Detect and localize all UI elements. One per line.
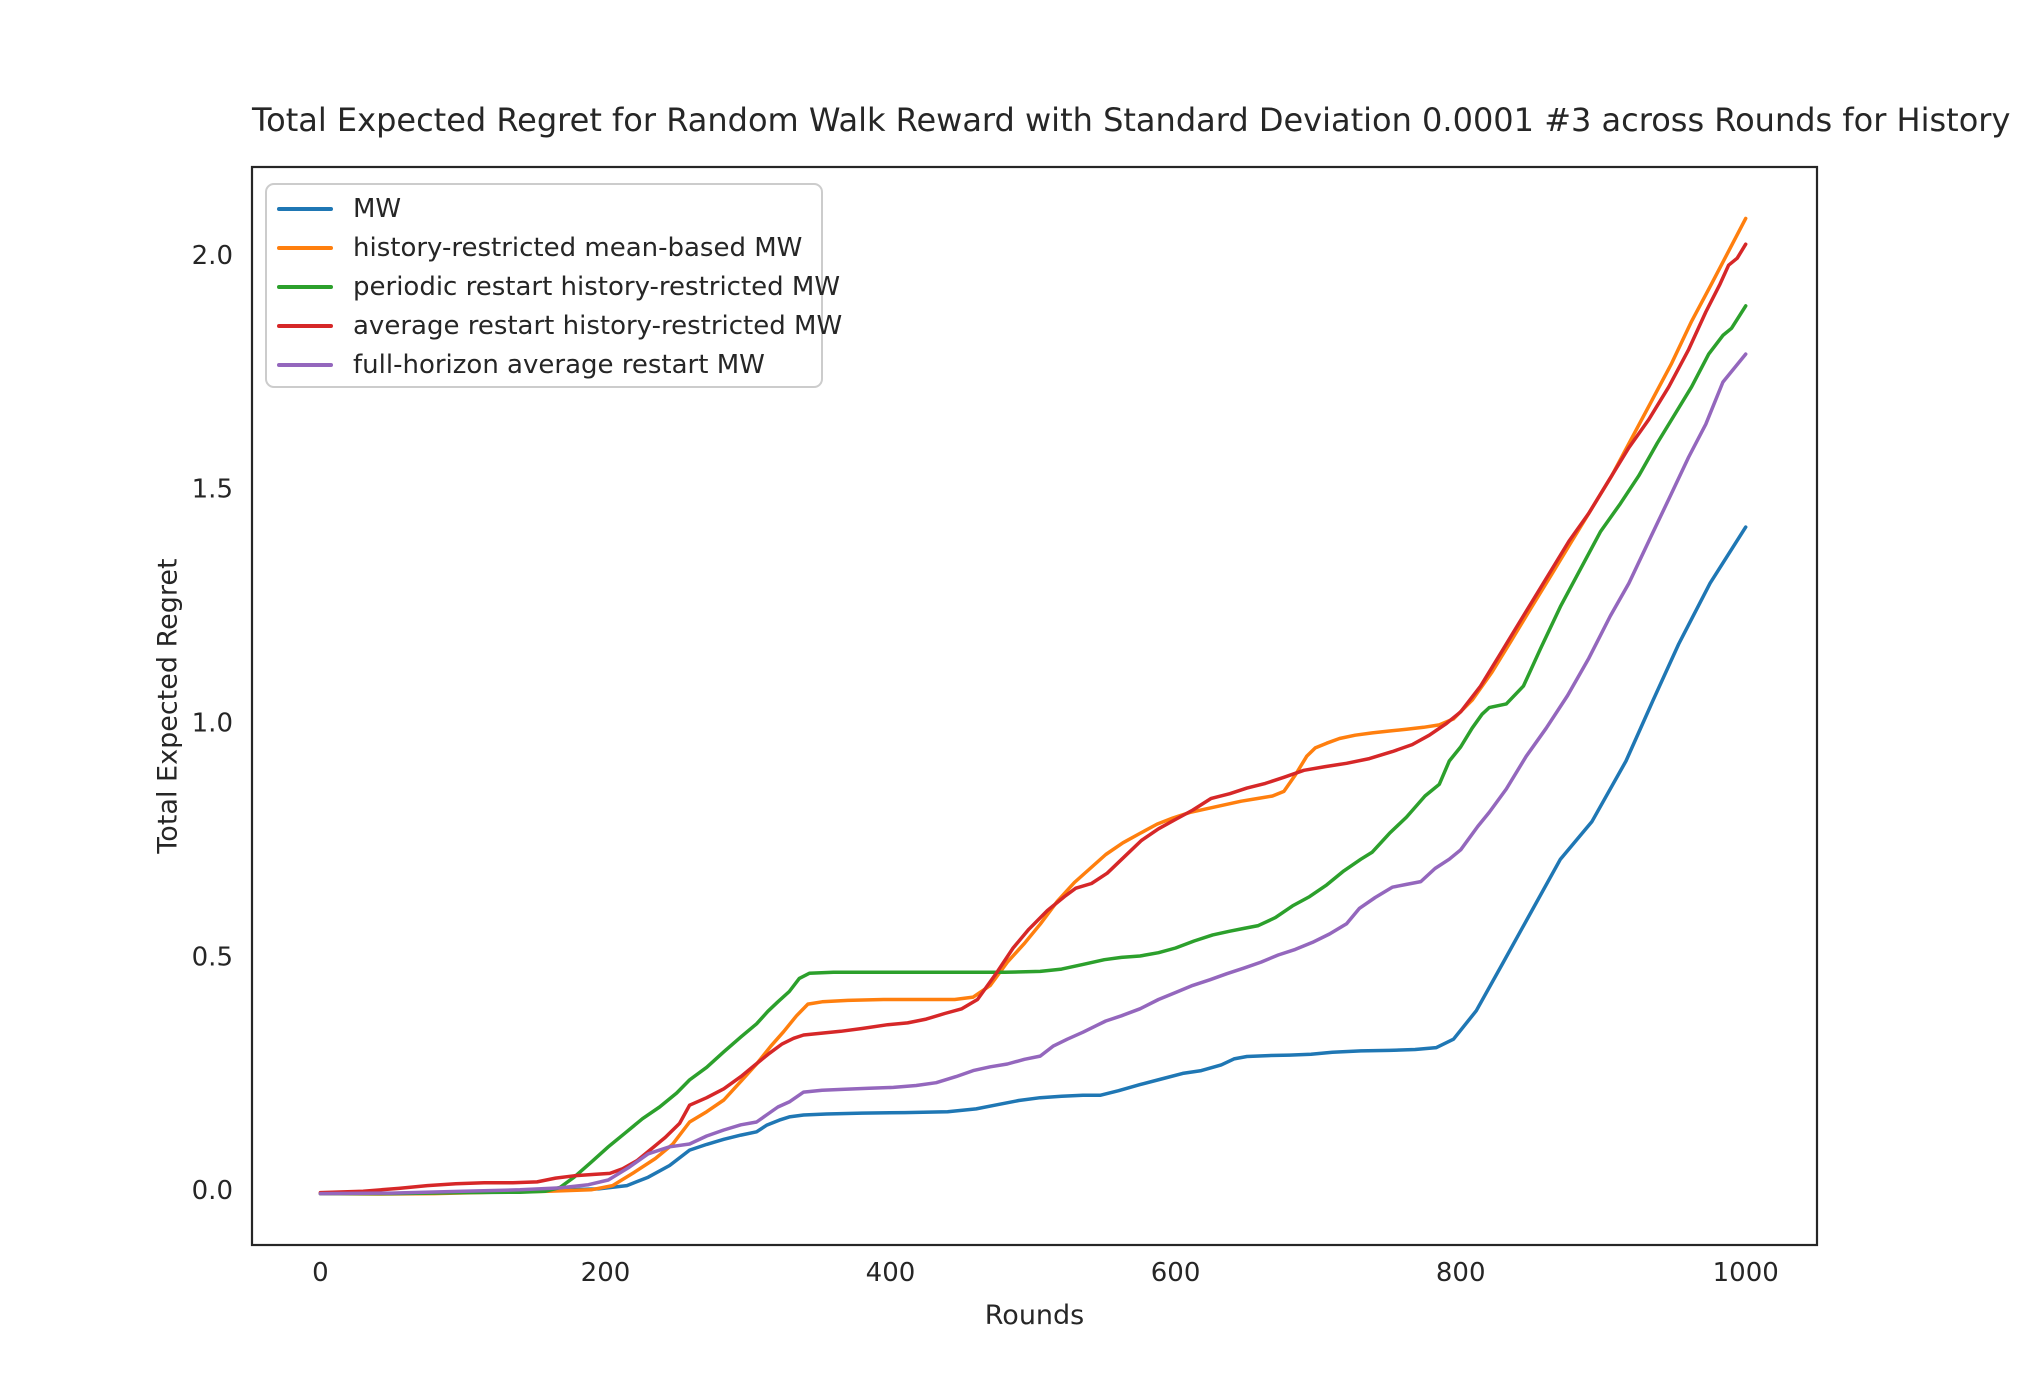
- y-tick-label: 0.0: [192, 1176, 233, 1206]
- x-axis-label: Rounds: [984, 1300, 1085, 1331]
- y-axis-label: Total Expected Regret: [152, 558, 184, 854]
- y-tick-label: 1.5: [192, 475, 233, 505]
- series-line-4: [318, 352, 1748, 1196]
- legend-label: full-horizon average restart MW: [353, 349, 765, 380]
- plot-title-text: Total Expected Regret for Random Walk Re…: [252, 101, 2018, 139]
- legend-label: periodic restart history-restricted MW: [353, 271, 841, 302]
- y-tick-label: 0.5: [192, 942, 233, 972]
- x-tick-label: 600: [1151, 1258, 1201, 1288]
- x-tick-label: 800: [1436, 1258, 1486, 1288]
- x-tick-label: 200: [581, 1258, 631, 1288]
- legend: MW history-restricted mean-based MW peri…: [265, 183, 842, 388]
- plot-title: Total Expected Regret for Random Walk Re…: [252, 100, 2010, 140]
- series-line-0: [318, 525, 1748, 1196]
- x-tick-label: 400: [866, 1258, 916, 1288]
- y-tick-label: 1.0: [192, 709, 233, 739]
- legend-line-swatch-average-restart: [277, 323, 333, 328]
- legend-item-average-restart-mw: average restart history-restricted MW: [277, 306, 842, 345]
- y-tick-label: 2.0: [192, 241, 233, 271]
- x-tick-label: 1000: [1713, 1258, 1779, 1288]
- series-line-2: [318, 304, 1748, 1196]
- legend-item-mw: MW: [277, 189, 821, 228]
- x-tick-label: 0: [312, 1258, 329, 1288]
- legend-line-swatch-history-restricted: [277, 245, 333, 250]
- legend-line-swatch-periodic-restart: [277, 284, 333, 289]
- legend-label: MW: [353, 193, 402, 224]
- legend-item-history-restricted-mean-based-mw: history-restricted mean-based MW: [277, 228, 821, 267]
- legend-item-periodic-restart-mw: periodic restart history-restricted MW: [277, 267, 840, 306]
- legend-item-full-horizon-average-restart-mw: full-horizon average restart MW: [277, 345, 821, 384]
- legend-line-swatch-full-horizon: [277, 362, 333, 367]
- series-line-1: [318, 216, 1748, 1196]
- legend-line-swatch-mw: [277, 206, 333, 211]
- legend-label: average restart history-restricted MW: [353, 310, 843, 341]
- legend-label: history-restricted mean-based MW: [353, 232, 803, 263]
